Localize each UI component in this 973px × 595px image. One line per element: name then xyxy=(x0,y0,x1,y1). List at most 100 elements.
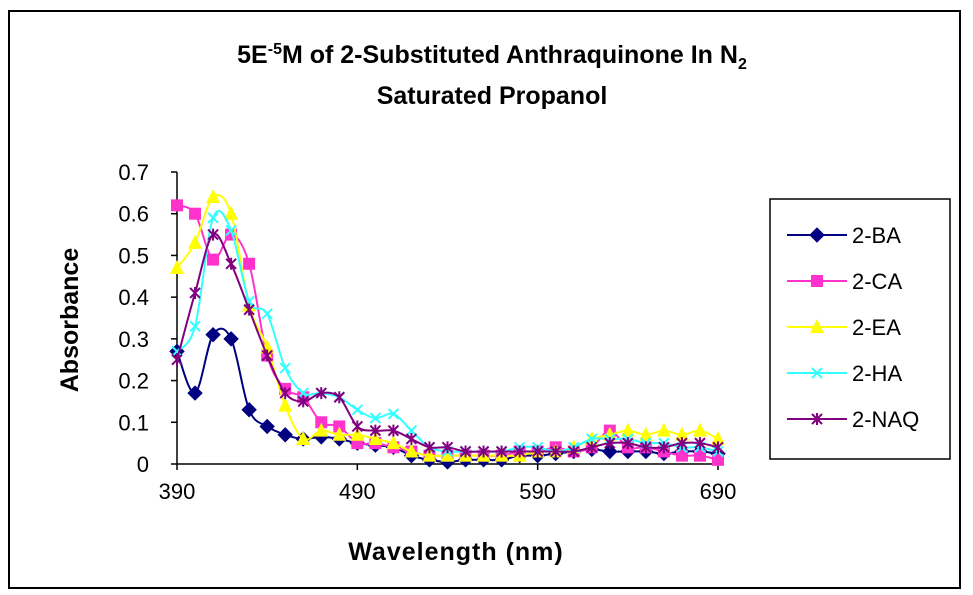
legend-box xyxy=(769,198,951,460)
data-point xyxy=(656,422,671,437)
chart-title-subscript: 2 xyxy=(738,56,747,73)
data-point xyxy=(170,259,184,274)
x-tick-label: 590 xyxy=(519,479,556,504)
tick-group: 0 0.1 0.2 0.3 0.4 0.5 0.6 0.7 390 490 590 690 xyxy=(118,160,736,504)
data-point xyxy=(171,199,183,212)
data-point xyxy=(368,430,383,445)
data-point xyxy=(620,422,635,437)
data-point xyxy=(387,408,400,420)
legend-label: 2-NAQ xyxy=(852,407,919,432)
data-point xyxy=(314,422,329,437)
data-point xyxy=(189,286,201,299)
data-point xyxy=(405,432,418,445)
series-line xyxy=(176,194,719,457)
y-axis-title: Absorbance xyxy=(56,248,84,393)
data-point xyxy=(223,331,239,347)
data-point xyxy=(658,441,670,454)
series-group xyxy=(169,189,726,470)
data-point xyxy=(423,441,436,454)
data-point xyxy=(350,426,365,441)
x-tick-label: 490 xyxy=(339,479,376,504)
data-point xyxy=(351,420,364,433)
data-point xyxy=(243,257,256,270)
data-point xyxy=(351,404,364,416)
data-point xyxy=(622,437,634,450)
y-tick-label: 0.1 xyxy=(118,410,149,435)
data-point xyxy=(243,295,255,308)
x-tick-label: 690 xyxy=(700,479,737,504)
data-point xyxy=(459,445,472,458)
legend: 2-BA 2-CA 2-EA 2-HA 2-NAQ xyxy=(787,223,919,432)
data-point xyxy=(187,385,203,401)
data-point xyxy=(259,418,275,435)
data-point xyxy=(315,387,327,400)
data-point xyxy=(387,424,400,437)
data-point xyxy=(171,353,183,366)
data-point xyxy=(640,441,652,454)
series-line xyxy=(176,232,719,453)
data-point xyxy=(405,424,418,437)
data-point xyxy=(296,430,311,445)
data-point xyxy=(386,435,401,450)
data-point xyxy=(277,427,293,443)
data-point xyxy=(602,426,617,441)
data-point xyxy=(712,441,724,454)
data-point xyxy=(369,412,382,424)
data-point xyxy=(568,445,580,458)
legend-item: 2-EA xyxy=(787,315,901,340)
legend-item: 2-HA xyxy=(787,361,902,386)
data-point xyxy=(422,447,437,462)
chart-frame xyxy=(8,10,961,589)
chart-title-line1: 5E-5M of 2-Substituted Anthraquinone In … xyxy=(237,41,747,73)
y-tick-label: 0.7 xyxy=(118,160,149,185)
legend-label: 2-CA xyxy=(852,269,902,294)
data-point xyxy=(189,320,201,333)
y-tick-label: 0 xyxy=(137,452,149,477)
x-tick-label: 390 xyxy=(159,479,196,504)
data-point xyxy=(675,449,688,462)
data-point xyxy=(332,426,347,441)
chart-title-superscript: -5 xyxy=(268,41,282,58)
data-point xyxy=(604,437,616,450)
y-tick-label: 0.2 xyxy=(118,369,149,394)
data-point xyxy=(586,441,598,454)
data-point xyxy=(549,445,562,458)
data-point xyxy=(243,303,255,316)
chart-title-line2: Saturated Propanol xyxy=(377,82,608,110)
y-tick-label: 0.5 xyxy=(118,243,149,268)
data-point xyxy=(225,257,237,270)
data-point xyxy=(207,253,220,266)
legend-marker xyxy=(811,275,823,287)
data-point xyxy=(441,441,454,454)
data-point xyxy=(369,424,382,437)
legend-marker xyxy=(810,319,824,333)
series-2-naq xyxy=(171,228,724,458)
data-point xyxy=(440,447,455,462)
data-point xyxy=(676,437,688,450)
data-point xyxy=(297,395,309,408)
data-point xyxy=(188,234,203,249)
data-point xyxy=(711,430,725,445)
data-point xyxy=(206,189,221,204)
data-point xyxy=(495,445,508,458)
data-point xyxy=(278,397,293,412)
data-point xyxy=(224,205,239,220)
legend-item: 2-NAQ xyxy=(787,407,919,432)
series-2-ca xyxy=(171,199,724,466)
y-tick-label: 0.4 xyxy=(118,285,149,310)
data-point xyxy=(261,349,273,362)
legend-marker xyxy=(809,227,825,243)
series-2-ea xyxy=(170,189,725,462)
data-point xyxy=(333,420,346,433)
data-point xyxy=(638,426,653,441)
data-point xyxy=(207,212,219,224)
data-point xyxy=(333,391,346,404)
data-point xyxy=(694,437,706,450)
legend-marker xyxy=(811,413,823,425)
data-point xyxy=(477,445,490,458)
data-point xyxy=(712,453,724,466)
chart-title-part1: 5E xyxy=(237,41,268,69)
chart-title-part2: M of 2-Substituted Anthraquinone In N xyxy=(282,41,738,69)
legend-marker xyxy=(811,367,823,379)
